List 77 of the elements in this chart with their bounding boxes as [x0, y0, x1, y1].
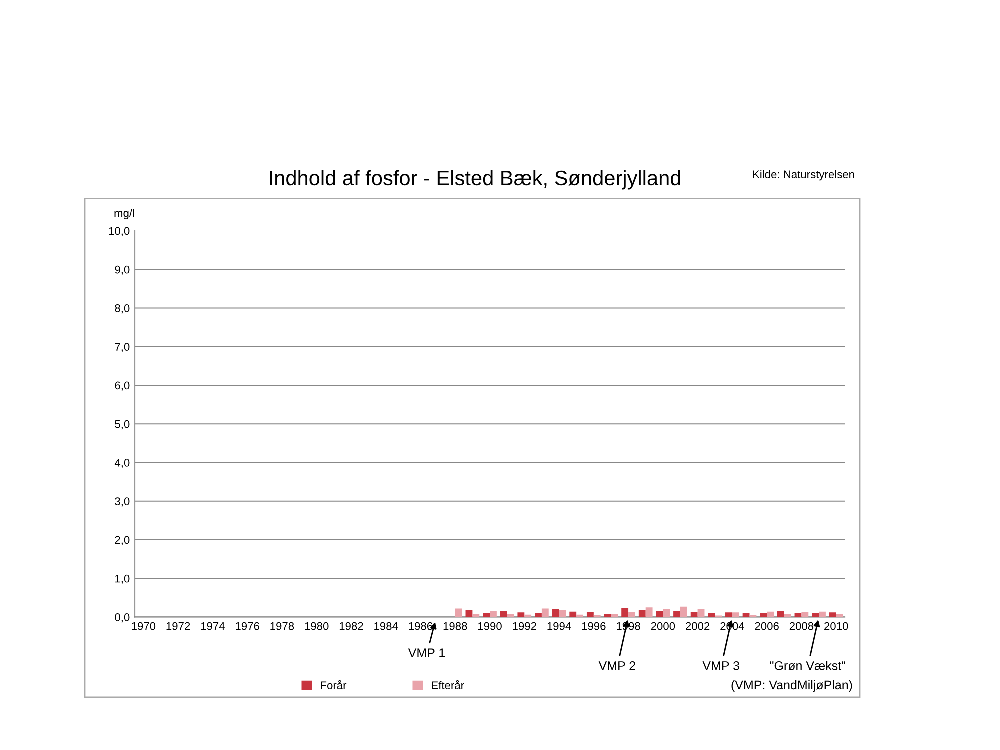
bar [455, 608, 462, 618]
bar [628, 612, 636, 618]
y-tick-label: 2,0 [115, 536, 130, 546]
bar [819, 612, 826, 618]
x-tick-label: 1980 [305, 622, 329, 630]
bar [690, 612, 698, 618]
x-tick-label: 1994 [548, 622, 572, 630]
chart-title: Indhold af fosfor - Elsted Bæk, Sønderjylland [270, 170, 680, 190]
bar [586, 612, 594, 618]
x-tick-label: 2000 [651, 622, 676, 630]
y-tick-label: 3,0 [115, 498, 130, 507]
x-tick-label: 1978 [270, 622, 294, 630]
x-tick-label: 1988 [444, 622, 468, 630]
bar [552, 610, 560, 618]
bar [656, 611, 664, 618]
y-tick-label: 6,0 [115, 382, 130, 391]
legend-label: Forår [321, 680, 347, 690]
bar [490, 611, 497, 618]
bar [680, 606, 688, 618]
bar [507, 614, 514, 618]
bar [742, 613, 750, 618]
bar [611, 614, 618, 618]
bar [812, 613, 820, 618]
bar [777, 611, 784, 618]
bar [836, 614, 844, 618]
text: (VMP: VandMiljøPlan) [732, 680, 852, 692]
x-tick-label: 1992 [513, 622, 536, 630]
x-tick-label: 2002 [686, 622, 710, 630]
x-tick-label: 1990 [478, 622, 502, 630]
legend-label: Efterår [432, 680, 464, 690]
bar [570, 612, 577, 618]
bar [542, 608, 549, 618]
bar [604, 614, 612, 618]
bar [622, 608, 629, 618]
bar [784, 614, 792, 618]
x-tick-label: 2010 [824, 622, 848, 630]
bar [638, 610, 646, 618]
y-tick-label: 4,0 [114, 459, 130, 468]
bar [663, 610, 670, 618]
x-tick-label: 1986 [409, 622, 433, 630]
x-tick-label: 1976 [236, 622, 260, 630]
annotation: VMP 3 [702, 661, 740, 670]
text: VMP 1 [408, 648, 446, 658]
bar [708, 613, 716, 618]
bar [483, 613, 490, 618]
x-tick-label: 1970 [132, 622, 156, 630]
y-axis-title: mg/l [114, 209, 134, 220]
x-tick-label: 1984 [374, 622, 398, 630]
bar [760, 613, 768, 618]
y-tick-label: 8,0 [115, 304, 130, 314]
bar [767, 612, 774, 618]
bar [518, 612, 525, 618]
x-tick-label: 1982 [340, 622, 364, 630]
x-tick-label: 1996 [582, 622, 606, 630]
y-tick-label: 9,0 [115, 266, 130, 276]
y-tick-label: 7,0 [115, 343, 130, 352]
bar [472, 614, 480, 618]
y-tick-label: 5,0 [115, 420, 130, 430]
x-tick-label: 2006 [755, 622, 779, 630]
x-tick-label: 1974 [201, 622, 225, 630]
bar [500, 611, 508, 618]
bar [732, 612, 740, 618]
y-tick-label: 1,0 [116, 574, 130, 584]
bar [726, 612, 732, 618]
bar [829, 612, 836, 618]
bar [674, 611, 680, 618]
x-tick-label: 1972 [166, 622, 190, 630]
y-tick-label: 0,0 [115, 614, 130, 623]
bar [646, 608, 653, 618]
x-tick-label: 2008 [790, 622, 814, 630]
text: Kilde: Naturstyrelsen [753, 170, 854, 181]
bar [802, 612, 809, 618]
annotation: "Grøn Vækst" [770, 661, 846, 670]
annotation: VMP 2 [598, 661, 636, 670]
bar [698, 610, 705, 618]
bar [535, 613, 542, 618]
y-tick-label: 10,0 [109, 227, 130, 236]
